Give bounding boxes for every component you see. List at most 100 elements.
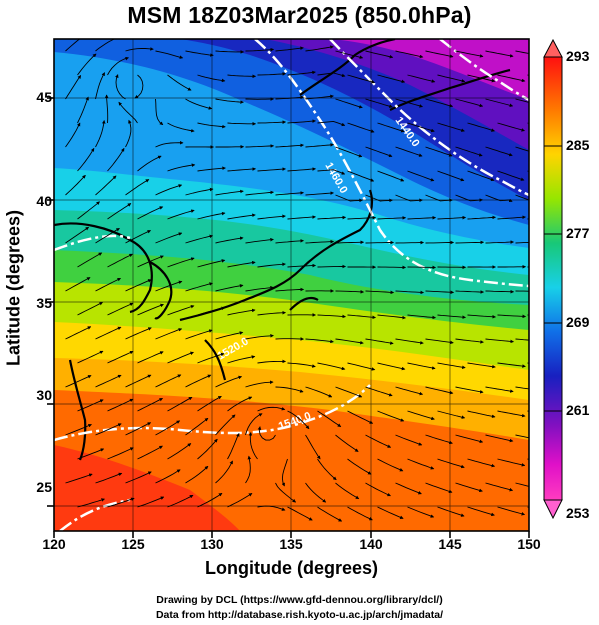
streamline [455,434,484,444]
streamline [497,362,526,368]
streamline [248,432,258,460]
streamline [407,265,437,270]
colorbar-label: 253 [566,505,590,521]
streamline [485,146,513,157]
colorbar [543,38,563,520]
streamline [287,119,316,124]
streamline [347,458,372,475]
streamline [347,74,376,84]
streamline [125,119,132,148]
streamline [137,206,164,220]
streamline [317,264,347,269]
streamline [257,406,286,412]
colorbar-label: 285 [566,137,590,153]
streamline [395,482,422,495]
streamline [377,122,405,133]
streamline [407,215,437,220]
streamline [215,284,244,292]
credit-data: Data from http://database.rish.kyoto-u.a… [155,609,444,621]
streamline [257,72,287,76]
streamline [257,214,286,220]
streamline [227,260,256,268]
streamline [305,434,321,460]
streamline [77,399,104,412]
colorbar-label: 261 [566,402,590,418]
streamline [455,240,485,245]
streamline [155,328,183,340]
streamline [107,302,134,316]
streamline [365,98,393,108]
streamline [107,147,125,172]
streamline [455,338,484,344]
streamline [305,143,334,148]
streamline [227,308,256,316]
streamline [317,169,346,175]
streamline [425,434,453,445]
streamline [335,434,359,452]
streamline [245,380,274,388]
streamline [497,215,526,220]
streamline [185,282,213,292]
streamline [347,170,375,182]
streamline [305,338,334,344]
streamline [485,482,514,492]
streamline [155,420,181,436]
streamline [515,50,529,54]
streamline [377,216,407,220]
streamline [365,482,391,497]
streamline [437,362,466,370]
streamline [317,314,346,319]
streamline [167,122,195,133]
colorbar-label: 269 [566,314,590,330]
x-tick-label: 145 [438,536,462,552]
streamline [197,166,226,172]
streamline [257,120,287,124]
streamline [425,146,453,157]
streamline [467,410,496,419]
streamline [317,120,346,127]
x-tick-label: 150 [517,536,541,552]
streamline [377,506,404,519]
streamline [257,426,276,441]
streamline [77,201,100,220]
streamline [497,506,526,516]
streamline [155,98,164,126]
temperature-field [54,39,529,531]
streamline [197,395,222,412]
streamline [335,386,363,398]
streamline [335,240,365,245]
streamline [515,386,529,390]
streamline [107,56,129,76]
streamline [107,253,133,268]
streamline [137,351,164,364]
streamline [107,203,132,220]
streamline [275,239,304,244]
streamline [395,240,425,245]
streamline [134,74,144,99]
streamline [65,39,81,52]
streamline [167,351,194,364]
streamline [245,455,252,484]
streamline [407,74,436,83]
streamline [287,167,316,172]
streamline [137,397,164,412]
streamline [245,47,275,52]
streamline [365,146,393,158]
streamline [155,232,183,244]
streamline [467,506,495,517]
streamline [227,432,240,460]
streamline [365,240,395,245]
y-tick-label: 30 [36,387,52,403]
streamline [515,241,529,244]
streamline [425,290,455,295]
streamline [335,50,364,59]
streamline [425,482,453,494]
streamline [437,314,466,319]
streamline [467,314,496,319]
streamline [485,386,514,393]
streamline [455,98,484,108]
streamline [77,96,89,124]
streamline [167,443,192,460]
streamline [455,146,483,157]
streamline [197,438,218,460]
